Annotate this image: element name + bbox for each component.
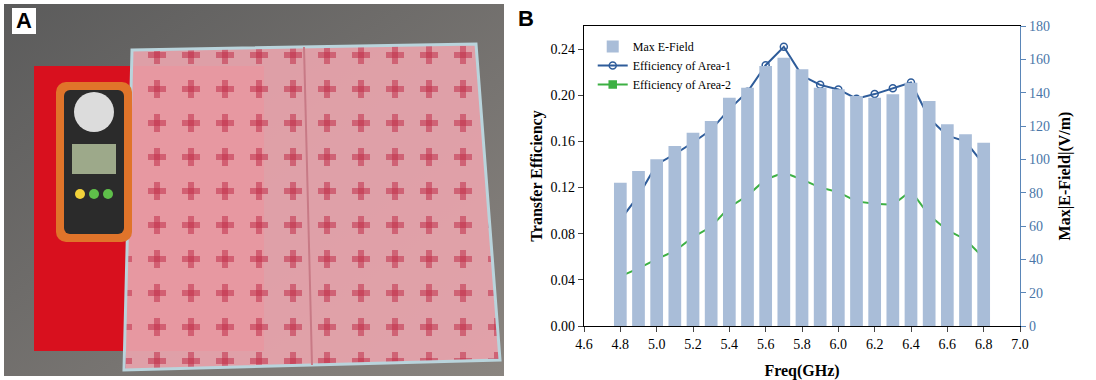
svg-text:6.0: 6.0: [830, 337, 848, 352]
svg-text:Max|E-Field|(V/m): Max|E-Field|(V/m): [1056, 112, 1074, 241]
svg-text:20: 20: [1029, 286, 1043, 301]
svg-text:6.4: 6.4: [902, 337, 920, 352]
svg-text:0.08: 0.08: [551, 227, 576, 242]
svg-text:4.6: 4.6: [575, 337, 593, 352]
svg-text:Efficiency of Area-1: Efficiency of Area-1: [633, 59, 731, 73]
svg-text:0.00: 0.00: [551, 319, 576, 334]
svg-text:Efficiency of Area-2: Efficiency of Area-2: [633, 78, 731, 92]
svg-text:0: 0: [1029, 319, 1036, 334]
svg-text:40: 40: [1029, 252, 1043, 267]
svg-text:0.20: 0.20: [551, 88, 576, 103]
svg-text:100: 100: [1029, 152, 1050, 167]
svg-text:Max E-Field: Max E-Field: [633, 40, 694, 54]
svg-text:4.8: 4.8: [612, 337, 630, 352]
svg-text:5.6: 5.6: [757, 337, 775, 352]
svg-text:5.0: 5.0: [648, 337, 666, 352]
svg-text:60: 60: [1029, 219, 1043, 234]
html-text:A: A: [16, 8, 32, 33]
svg-text:5.8: 5.8: [793, 337, 811, 352]
svg-text:140: 140: [1029, 86, 1050, 101]
svg-text:Transfer Efficiency: Transfer Efficiency: [528, 110, 546, 241]
svg-text:180: 180: [1029, 19, 1050, 34]
svg-text:80: 80: [1029, 186, 1043, 201]
svg-text:0.04: 0.04: [551, 273, 576, 288]
svg-text:Freq(GHz): Freq(GHz): [764, 362, 839, 380]
svg-text:6.2: 6.2: [866, 337, 884, 352]
svg-text:120: 120: [1029, 119, 1050, 134]
svg-text:5.2: 5.2: [684, 337, 702, 352]
svg-text:160: 160: [1029, 52, 1050, 67]
svg-text:0.24: 0.24: [551, 42, 576, 57]
svg-text:7.0: 7.0: [1011, 337, 1029, 352]
svg-text:0.16: 0.16: [551, 134, 576, 149]
svg-text:5.4: 5.4: [721, 337, 739, 352]
svg-text:6.6: 6.6: [939, 337, 957, 352]
html-text:B: B: [518, 6, 534, 31]
svg-text:6.8: 6.8: [975, 337, 993, 352]
svg-text:0.12: 0.12: [551, 180, 576, 195]
